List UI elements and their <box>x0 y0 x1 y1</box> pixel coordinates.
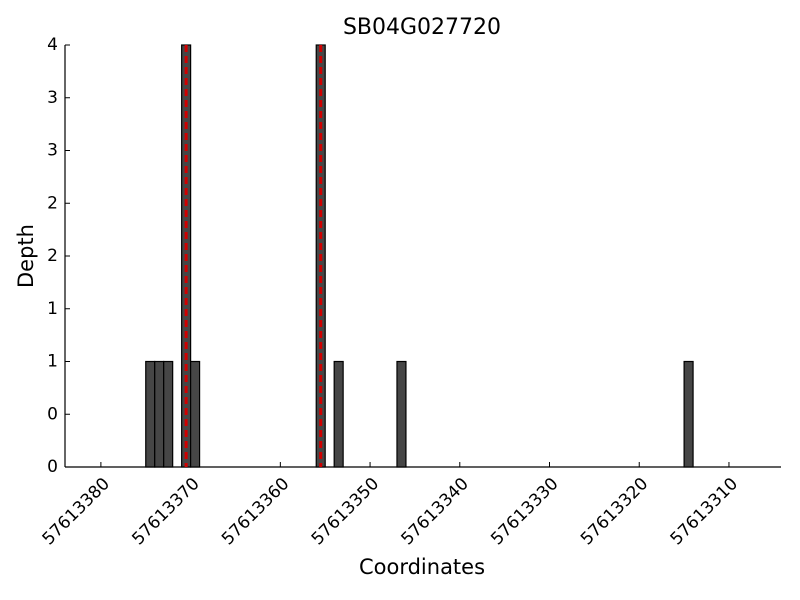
bar <box>145 360 156 468</box>
y-tick-label: 1 <box>47 299 58 319</box>
x-axis-label: Coordinates <box>359 555 485 579</box>
bar <box>396 360 407 468</box>
bar <box>163 360 174 468</box>
y-tick-label: 2 <box>47 246 58 266</box>
x-tick-label: 57613320 <box>577 474 652 549</box>
bar <box>190 360 201 468</box>
y-tick-label: 0 <box>47 404 58 424</box>
x-tick-label: 57613330 <box>487 474 562 549</box>
bar <box>333 360 344 468</box>
x-tick-label: 57613360 <box>218 474 293 549</box>
x-tick-label: 57613380 <box>39 474 114 549</box>
x-tick-label: 57613340 <box>398 474 473 549</box>
y-axis-label: Depth <box>14 224 38 288</box>
y-tick-label: 2 <box>47 193 58 213</box>
bar <box>683 360 694 468</box>
chart-title: SB04G027720 <box>343 15 501 40</box>
y-tick-label: 1 <box>47 352 58 372</box>
x-tick-label: 57613350 <box>308 474 383 549</box>
bar <box>154 360 165 468</box>
x-tick-label: 57613310 <box>667 474 742 549</box>
x-tick-label: 57613370 <box>128 474 203 549</box>
y-tick-label: 0 <box>47 457 58 477</box>
y-tick-label: 3 <box>47 88 58 108</box>
y-tick-label: 4 <box>47 35 58 55</box>
y-tick-label: 3 <box>47 141 58 161</box>
